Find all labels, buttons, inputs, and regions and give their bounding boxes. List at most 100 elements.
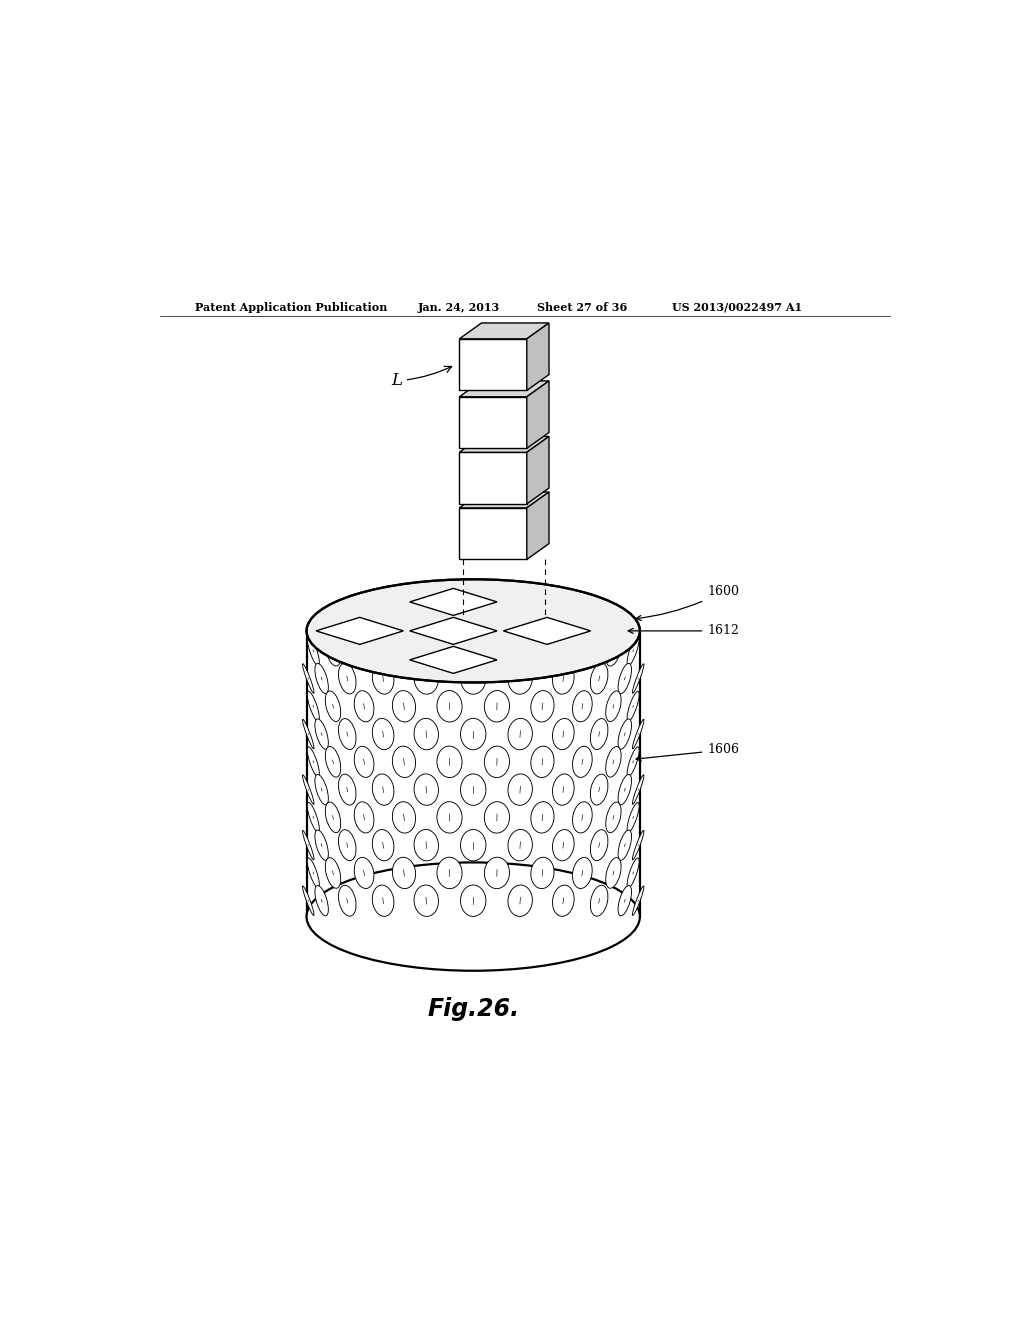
- Ellipse shape: [414, 718, 438, 750]
- Ellipse shape: [484, 857, 510, 888]
- Polygon shape: [460, 323, 549, 339]
- Polygon shape: [460, 437, 549, 453]
- Ellipse shape: [633, 719, 644, 748]
- Ellipse shape: [354, 801, 374, 833]
- Ellipse shape: [315, 719, 329, 750]
- Ellipse shape: [627, 747, 639, 776]
- Ellipse shape: [354, 635, 374, 667]
- Ellipse shape: [392, 690, 416, 722]
- Ellipse shape: [606, 858, 622, 888]
- Ellipse shape: [373, 718, 394, 750]
- Ellipse shape: [392, 801, 416, 833]
- Ellipse shape: [354, 858, 374, 888]
- Ellipse shape: [618, 775, 632, 805]
- Ellipse shape: [618, 886, 632, 916]
- Ellipse shape: [508, 663, 532, 694]
- Ellipse shape: [553, 886, 574, 916]
- Ellipse shape: [373, 663, 394, 694]
- Text: 1600: 1600: [636, 585, 739, 620]
- Polygon shape: [460, 339, 526, 391]
- Ellipse shape: [572, 746, 592, 777]
- Polygon shape: [410, 647, 497, 673]
- Ellipse shape: [307, 636, 319, 665]
- Polygon shape: [526, 381, 549, 449]
- Ellipse shape: [553, 718, 574, 750]
- Ellipse shape: [373, 774, 394, 805]
- Ellipse shape: [606, 803, 622, 833]
- Ellipse shape: [484, 635, 510, 667]
- Ellipse shape: [302, 775, 314, 804]
- Ellipse shape: [530, 746, 554, 777]
- Ellipse shape: [572, 801, 592, 833]
- Ellipse shape: [392, 857, 416, 888]
- Ellipse shape: [606, 747, 622, 777]
- Polygon shape: [526, 323, 549, 391]
- Ellipse shape: [508, 829, 532, 861]
- Ellipse shape: [572, 635, 592, 667]
- Ellipse shape: [618, 664, 632, 693]
- Ellipse shape: [508, 718, 532, 750]
- Text: Jan. 24, 2013: Jan. 24, 2013: [418, 301, 500, 313]
- Ellipse shape: [315, 830, 329, 861]
- Ellipse shape: [414, 663, 438, 694]
- Ellipse shape: [591, 886, 608, 916]
- Polygon shape: [460, 492, 549, 508]
- Ellipse shape: [484, 690, 510, 722]
- Polygon shape: [410, 618, 497, 644]
- Ellipse shape: [633, 775, 644, 804]
- Ellipse shape: [392, 635, 416, 667]
- Ellipse shape: [392, 746, 416, 777]
- Ellipse shape: [591, 830, 608, 861]
- Text: Patent Application Publication: Patent Application Publication: [196, 301, 388, 313]
- Text: 1606: 1606: [636, 743, 739, 762]
- Ellipse shape: [302, 830, 314, 859]
- Polygon shape: [460, 453, 526, 504]
- Text: L: L: [391, 367, 452, 389]
- Ellipse shape: [508, 884, 532, 916]
- Text: US 2013/0022497 A1: US 2013/0022497 A1: [672, 301, 802, 313]
- Ellipse shape: [302, 886, 314, 916]
- Ellipse shape: [414, 829, 438, 861]
- Ellipse shape: [606, 635, 622, 667]
- Ellipse shape: [315, 886, 329, 916]
- Ellipse shape: [572, 858, 592, 888]
- Ellipse shape: [606, 690, 622, 722]
- Ellipse shape: [591, 718, 608, 750]
- Ellipse shape: [326, 690, 341, 722]
- Ellipse shape: [339, 718, 356, 750]
- Ellipse shape: [530, 801, 554, 833]
- Polygon shape: [460, 508, 526, 560]
- Ellipse shape: [633, 886, 644, 916]
- Ellipse shape: [508, 774, 532, 805]
- Ellipse shape: [553, 829, 574, 861]
- Ellipse shape: [627, 692, 639, 721]
- Ellipse shape: [307, 858, 319, 888]
- Ellipse shape: [306, 579, 640, 682]
- Ellipse shape: [484, 801, 510, 833]
- Polygon shape: [504, 618, 591, 644]
- Ellipse shape: [461, 884, 486, 916]
- Ellipse shape: [553, 774, 574, 805]
- Text: Fig.26.: Fig.26.: [427, 998, 519, 1022]
- Ellipse shape: [414, 884, 438, 916]
- Ellipse shape: [326, 803, 341, 833]
- Ellipse shape: [437, 857, 462, 888]
- Polygon shape: [526, 437, 549, 504]
- Ellipse shape: [572, 690, 592, 722]
- Ellipse shape: [484, 746, 510, 777]
- Ellipse shape: [307, 692, 319, 721]
- Text: Sheet 27 of 36: Sheet 27 of 36: [537, 301, 627, 313]
- Ellipse shape: [618, 719, 632, 750]
- Ellipse shape: [373, 886, 394, 916]
- Ellipse shape: [627, 858, 639, 888]
- Ellipse shape: [326, 858, 341, 888]
- Ellipse shape: [461, 774, 486, 805]
- Ellipse shape: [530, 635, 554, 667]
- Ellipse shape: [618, 830, 632, 861]
- Polygon shape: [526, 492, 549, 560]
- Polygon shape: [460, 397, 526, 449]
- Ellipse shape: [354, 690, 374, 722]
- Ellipse shape: [315, 664, 329, 693]
- Ellipse shape: [339, 663, 356, 694]
- Polygon shape: [410, 589, 497, 615]
